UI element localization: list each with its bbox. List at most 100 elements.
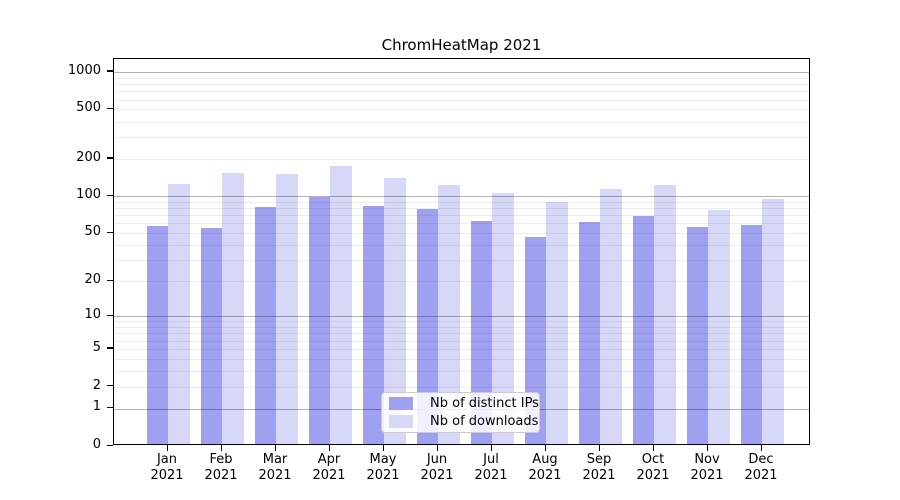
x-tick-label-jan-2021: Jan 2021 [132, 452, 202, 484]
x-tick-label-line: Jun [426, 452, 448, 467]
gridline-minor-800 [114, 84, 809, 85]
y-tick-label-20: 20 [84, 272, 101, 288]
x-tick-jan-2021 [166, 445, 168, 451]
gridline-minor-2 [114, 386, 809, 388]
gridline-minor-700 [114, 91, 809, 93]
bar-nb-of-downloads-jun-2021 [438, 184, 460, 444]
x-tick-nov-2021 [706, 445, 708, 451]
x-tick-label-line: Feb [209, 452, 233, 467]
x-tick-label-line: 2021 [258, 468, 292, 483]
x-tick-label-line: 2021 [420, 468, 454, 483]
y-tick-100 [107, 194, 113, 196]
legend-label-downloads: Nb of downloads [430, 414, 539, 429]
gridline-minor-8 [114, 327, 809, 328]
x-tick-may-2021 [382, 445, 384, 451]
bar-nb-of-distinct-ips-dec-2021 [740, 225, 762, 444]
x-tick-label-line: Sep [586, 452, 612, 467]
gridline-minor-600 [114, 99, 809, 101]
bar-nb-of-distinct-ips-apr-2021 [308, 197, 330, 444]
x-tick-label-oct-2021: Oct 2021 [618, 452, 688, 484]
x-tick-label-mar-2021: Mar 2021 [240, 452, 310, 484]
gridline-minor-70 [114, 215, 809, 217]
bar-nb-of-distinct-ips-jul-2021 [470, 220, 492, 444]
y-tick-0 [107, 444, 113, 446]
bar-nb-of-distinct-ips-oct-2021 [632, 216, 654, 444]
x-tick-label-jun-2021: Jun 2021 [402, 452, 472, 484]
bar-nb-of-distinct-ips-nov-2021 [686, 227, 708, 444]
y-tick-label-1: 1 [92, 399, 101, 415]
x-tick-label-dec-2021: Dec 2021 [726, 452, 796, 484]
y-tick-label-200: 200 [76, 149, 101, 165]
legend-swatch-distinct-ips [389, 397, 413, 410]
x-tick-label-line: 2021 [744, 468, 778, 483]
gridline-minor-500 [114, 109, 809, 111]
y-tick-label-100: 100 [76, 187, 101, 203]
plot-area [113, 58, 810, 445]
x-tick-label-line: Oct [641, 452, 665, 467]
bar-nb-of-downloads-oct-2021 [654, 184, 676, 444]
bar-nb-of-distinct-ips-may-2021 [362, 206, 384, 444]
x-tick-label-line: 2021 [204, 468, 238, 483]
x-tick-feb-2021 [220, 445, 222, 451]
bar-nb-of-distinct-ips-feb-2021 [200, 228, 222, 444]
x-tick-label-may-2021: May 2021 [348, 452, 418, 484]
gridline-minor-6 [114, 340, 809, 342]
gridline-minor-90 [114, 201, 809, 203]
x-tick-label-line: Nov [694, 452, 720, 467]
x-tick-label-sep-2021: Sep 2021 [564, 452, 634, 484]
bar-nb-of-downloads-nov-2021 [708, 209, 730, 444]
gridline-minor-3 [114, 370, 809, 372]
gridline-minor-400 [114, 121, 809, 123]
x-tick-oct-2021 [652, 445, 654, 451]
bar-nb-of-downloads-sep-2021 [600, 188, 622, 444]
bar-nb-of-distinct-ips-sep-2021 [578, 222, 600, 444]
gridline-minor-4 [114, 358, 809, 360]
y-tick-200 [107, 157, 113, 159]
x-tick-label-line: 2021 [690, 468, 724, 483]
gridline-minor-5 [114, 349, 809, 350]
x-tick-label-line: Aug [532, 452, 558, 467]
y-tick-5 [107, 347, 113, 349]
y-tick-1000 [107, 70, 113, 72]
x-tick-label-line: 2021 [528, 468, 562, 483]
gridline-minor-40 [114, 244, 809, 246]
gridline-major-100 [114, 196, 809, 198]
x-tick-aug-2021 [544, 445, 546, 451]
x-tick-label-line: 2021 [636, 468, 670, 483]
bar-nb-of-downloads-apr-2021 [330, 165, 352, 444]
gridline-minor-300 [114, 137, 809, 138]
x-tick-sep-2021 [598, 445, 600, 451]
x-tick-label-apr-2021: Apr 2021 [294, 452, 364, 484]
y-tick-20 [107, 279, 113, 282]
x-tick-label-line: Jan [156, 452, 178, 467]
gridline-major-10 [114, 316, 809, 318]
bar-nb-of-downloads-feb-2021 [222, 172, 244, 444]
x-tick-label-line: 2021 [366, 468, 400, 483]
bar-nb-of-distinct-ips-jun-2021 [416, 208, 438, 444]
x-tick-label-nov-2021: Nov 2021 [672, 452, 742, 484]
bar-nb-of-downloads-may-2021 [384, 178, 406, 444]
legend-swatch-downloads [389, 415, 413, 428]
x-tick-label-line: May [369, 452, 397, 467]
y-tick-label-1000: 1000 [67, 62, 101, 78]
bar-nb-of-distinct-ips-jan-2021 [146, 226, 168, 444]
legend-item-distinct-ips: Nb of distinct IPs [389, 396, 539, 411]
grid-layer [114, 59, 809, 444]
x-tick-label-aug-2021: Aug 2021 [510, 452, 580, 484]
x-tick-label-line: Apr [317, 452, 341, 467]
bar-nb-of-downloads-mar-2021 [276, 173, 298, 444]
bar-nb-of-distinct-ips-mar-2021 [254, 207, 276, 444]
gridline-minor-9 [114, 321, 809, 323]
gridline-minor-30 [114, 260, 809, 262]
legend: Nb of distinct IPs Nb of downloads [381, 392, 540, 433]
bar-nb-of-downloads-jul-2021 [492, 193, 514, 444]
x-tick-dec-2021 [760, 445, 762, 451]
x-tick-label-line: Jul [483, 452, 499, 467]
bar-nb-of-downloads-dec-2021 [762, 199, 784, 444]
bar-nb-of-downloads-aug-2021 [546, 201, 568, 444]
y-tick-10 [107, 314, 113, 317]
gridline-minor-80 [114, 208, 809, 210]
x-tick-label-line: 2021 [312, 468, 346, 483]
x-tick-apr-2021 [328, 445, 330, 451]
